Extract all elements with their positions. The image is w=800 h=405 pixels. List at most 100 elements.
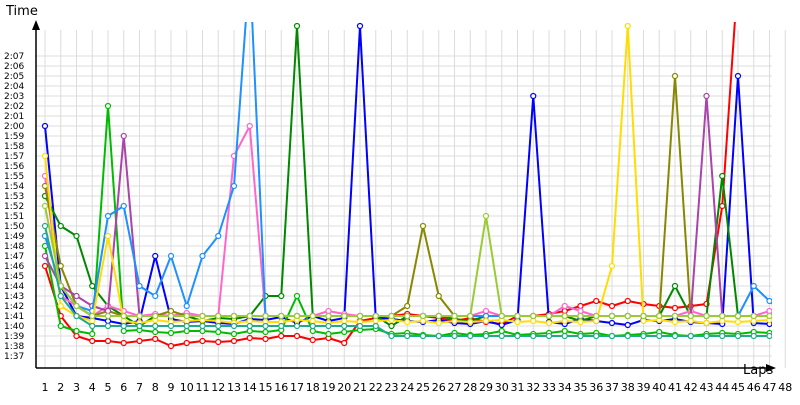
data-point (593, 297, 600, 305)
data-point (561, 332, 568, 340)
data-point (577, 318, 584, 326)
x-axis-arrow-icon (766, 364, 776, 372)
x-tick-label: 42 (684, 381, 698, 394)
data-point (120, 132, 127, 140)
x-tick-label: 44 (715, 381, 729, 394)
data-point (671, 318, 679, 326)
data-point (278, 322, 285, 330)
data-point (57, 322, 64, 330)
data-point (388, 322, 395, 330)
data-point (246, 312, 253, 320)
data-point (199, 337, 206, 345)
series-group (41, 22, 772, 350)
axes: Time Laps (5, 4, 776, 378)
data-point (136, 322, 143, 330)
x-tick-label: 20 (337, 381, 351, 394)
x-tick-label: 16 (274, 381, 288, 394)
data-point (734, 312, 742, 320)
data-point (309, 327, 316, 335)
x-tick-label: 30 (495, 381, 509, 394)
data-point (183, 339, 190, 347)
data-point (482, 312, 490, 320)
y-tick-label: 1:55 (4, 172, 24, 182)
y-tick-label: 1:58 (4, 142, 24, 152)
data-point (687, 332, 694, 340)
data-point (183, 322, 190, 330)
data-point (608, 332, 616, 340)
data-point (640, 332, 647, 340)
data-point (152, 312, 159, 320)
x-tick-label: 40 (652, 381, 666, 394)
data-point (766, 312, 772, 320)
x-tick-label: 48 (778, 381, 792, 394)
data-point (73, 332, 80, 340)
data-point (57, 222, 64, 230)
data-point (183, 312, 190, 320)
data-point (246, 317, 253, 325)
data-point (671, 332, 679, 340)
data-point (356, 322, 364, 330)
data-point (262, 335, 269, 343)
data-point (561, 327, 568, 335)
data-point (482, 307, 490, 315)
data-point (404, 318, 411, 326)
data-point (482, 332, 490, 340)
x-tick-label: 31 (511, 381, 525, 394)
data-point (89, 282, 96, 290)
data-point (104, 337, 112, 345)
y-tick-label: 1:42 (4, 302, 24, 312)
data-point (73, 312, 80, 320)
x-tick-label: 9 (168, 381, 175, 394)
y-tick-label: 2:04 (4, 82, 24, 92)
data-point (309, 336, 316, 344)
data-point (325, 312, 332, 320)
data-point (215, 317, 222, 325)
y-tick-label: 1:50 (4, 222, 24, 232)
data-point (640, 312, 647, 320)
data-point (671, 72, 679, 80)
data-point (356, 312, 364, 320)
data-point (246, 327, 253, 335)
data-point (73, 327, 80, 335)
data-point (404, 332, 411, 340)
data-point (734, 318, 742, 326)
x-tick-label: 43 (700, 381, 714, 394)
data-point (530, 332, 537, 340)
data-point (750, 332, 757, 340)
data-point (199, 327, 206, 335)
x-tick-label: 14 (243, 381, 257, 394)
data-point (41, 122, 49, 130)
data-point (104, 307, 112, 315)
data-point (230, 322, 238, 330)
data-point (246, 322, 253, 330)
data-point (104, 212, 112, 220)
y-tick-label: 1:47 (4, 252, 24, 262)
data-point (419, 222, 427, 230)
x-tick-label: 36 (589, 381, 603, 394)
y-tick-label: 2:07 (4, 52, 24, 62)
x-tick-label: 47 (763, 381, 777, 394)
data-point (278, 332, 285, 340)
data-point (593, 332, 600, 340)
y-tick-label: 2:02 (4, 102, 24, 112)
data-point (719, 332, 726, 340)
data-point (136, 312, 143, 320)
data-point (624, 312, 631, 320)
data-point (183, 317, 190, 325)
data-point (388, 332, 395, 340)
data-point (309, 317, 316, 325)
data-point (262, 328, 269, 336)
data-point (293, 332, 301, 340)
data-point (136, 337, 143, 345)
data-point (687, 317, 694, 325)
data-point (656, 332, 663, 340)
data-point (215, 312, 222, 320)
data-point (498, 312, 505, 320)
data-point (656, 312, 663, 320)
data-point (561, 307, 568, 315)
x-tick-label: 24 (400, 381, 414, 394)
y-tick-label: 1:52 (4, 202, 24, 212)
data-point (388, 312, 395, 320)
data-point (404, 302, 411, 310)
data-point (530, 317, 537, 325)
